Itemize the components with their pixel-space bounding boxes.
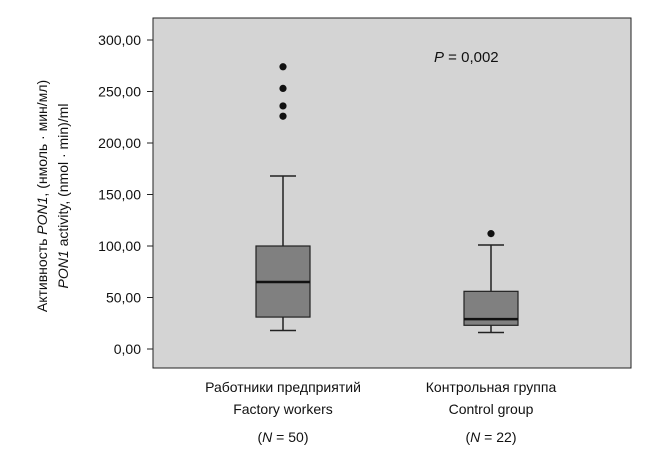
y-tick-label-4: 200,00 xyxy=(98,135,141,151)
y-tick-label-0: 0,00 xyxy=(114,341,141,357)
group-1-n-label: (N = 50) xyxy=(258,429,309,445)
outlier-point-3 xyxy=(279,63,287,71)
y-axis: 0,00 50,00 100,00 150,00 200,00 250,00 300,00 xyxy=(98,18,154,368)
y-tick-label-1: 50,00 xyxy=(106,290,141,306)
outlier-point-1 xyxy=(279,102,287,110)
y-axis-label-en: PON1 activity, (nmol · min)/ml xyxy=(55,104,71,289)
outlier-point-0 xyxy=(279,112,287,120)
p-value-annotation: P = 0,002 xyxy=(434,49,499,66)
group-1-label-en: Factory workers xyxy=(233,401,333,417)
y-tick-label-2: 100,00 xyxy=(98,238,141,254)
group-1-label-ru: Работники предприятий xyxy=(205,379,361,395)
group-2-label-en: Control group xyxy=(449,401,534,417)
y-axis-label-ru: Активность PON1, (нмоль · мин/мл) xyxy=(34,80,50,312)
box-group-1 xyxy=(255,63,311,332)
box-series xyxy=(255,63,519,334)
group-2-n-label: (N = 22) xyxy=(466,429,517,445)
outlier-point-2 xyxy=(279,84,287,93)
y-tick-label-3: 150,00 xyxy=(98,187,141,203)
y-tick-label-5: 250,00 xyxy=(98,84,141,100)
outlier-point-0 xyxy=(487,230,495,238)
y-tick-label-6: 300,00 xyxy=(98,32,141,48)
group-2-label-ru: Контрольная группа xyxy=(426,379,557,395)
plot-area xyxy=(152,17,632,369)
category-labels: Работники предприятий Factory workers (N… xyxy=(205,379,556,445)
box-group-2 xyxy=(463,230,519,334)
